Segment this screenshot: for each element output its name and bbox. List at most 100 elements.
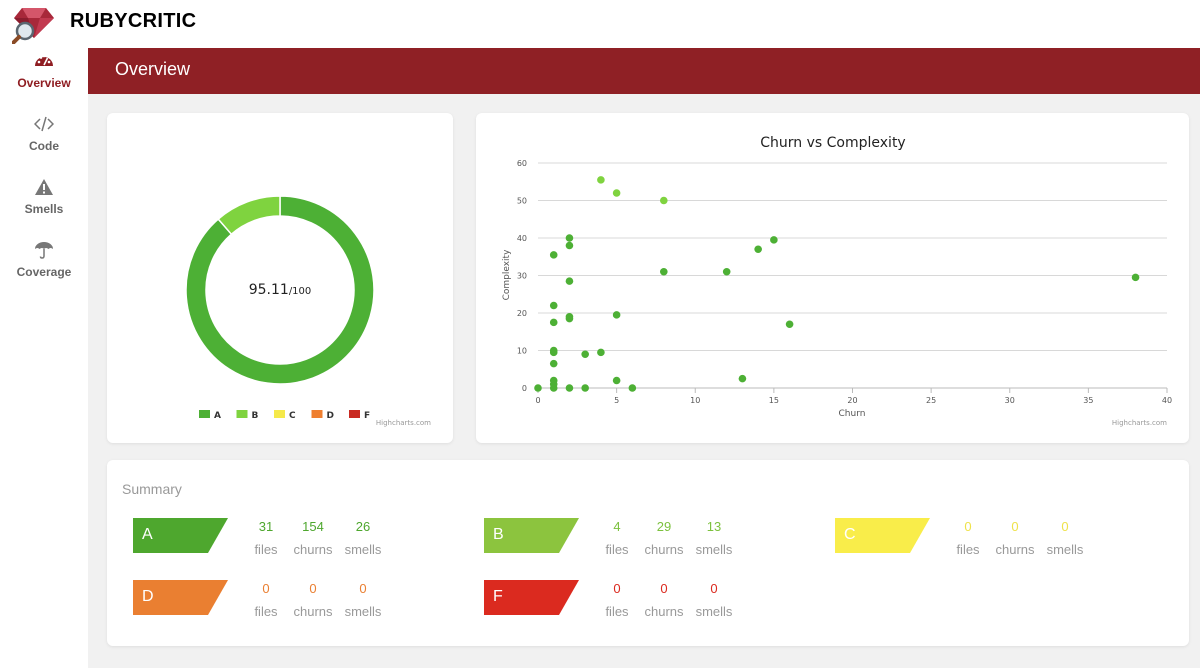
top-bar: RUBYCRITIC [0, 0, 1200, 48]
stat-smells: 0 smells [691, 581, 737, 619]
stat-value: 0 [613, 581, 621, 596]
scatter-point-a[interactable] [597, 348, 605, 357]
x-axis-label: Churn [839, 409, 866, 419]
stat-value: 0 [262, 581, 270, 596]
warning-icon [35, 179, 53, 195]
scatter-point-a[interactable] [754, 245, 762, 254]
grade-tag-c: C [835, 518, 930, 553]
code-icon [34, 116, 54, 132]
x-tick-label: 5 [614, 396, 619, 405]
scatter-point-a[interactable] [549, 359, 558, 368]
scatter-point-b[interactable] [660, 196, 668, 205]
sidebar-item-label: Overview [17, 76, 71, 90]
scatter-point-a[interactable] [722, 267, 731, 276]
scatter-point-a[interactable] [565, 277, 574, 285]
sidebar-item-label: Smells [24, 202, 64, 216]
stat-caption: churns [644, 542, 684, 557]
donut-slice-b[interactable] [217, 195, 281, 236]
scatter-point-a[interactable] [565, 312, 574, 321]
stat-value: 0 [309, 581, 317, 596]
scatter-point-a[interactable] [770, 236, 778, 244]
scatter-point-a[interactable] [660, 267, 668, 276]
grade-tag-a: A [133, 518, 228, 553]
ruby-magnifier-logo-icon[interactable] [12, 4, 56, 44]
legend-item-b[interactable]: B [236, 410, 259, 421]
sidebar: Overview Code Smells Coverage [0, 48, 88, 668]
stat-caption: files [254, 542, 278, 557]
scatter-point-a[interactable] [1131, 273, 1140, 282]
x-tick-label: 25 [926, 396, 936, 405]
x-tick-label: 0 [535, 396, 540, 405]
chart-credit[interactable]: Highcharts.com [376, 419, 431, 427]
stat-caption: files [605, 604, 629, 619]
y-tick-label: 20 [517, 309, 527, 318]
stat-caption: churns [995, 542, 1035, 557]
legend-item-c[interactable]: C [274, 410, 296, 421]
grade-letter: F [493, 588, 503, 605]
dashboard-icon [35, 54, 53, 66]
stat-churns: 154 churns [290, 519, 336, 557]
sidebar-item-code[interactable]: Code [0, 115, 88, 171]
stat-files: 31 files [243, 519, 289, 557]
scatter-point-a[interactable] [549, 251, 558, 259]
chart-credit[interactable]: Highcharts.com [1112, 419, 1167, 427]
grade-tag-shape [484, 518, 579, 553]
svg-text:95.11/100: 95.11/100 [249, 282, 312, 298]
legend-swatch [349, 410, 360, 418]
scatter-point-a[interactable] [581, 350, 589, 359]
x-tick-label: 10 [690, 396, 700, 405]
sidebar-item-overview[interactable]: Overview [0, 52, 88, 108]
legend-item-d[interactable]: D [311, 410, 334, 421]
y-tick-label: 60 [517, 159, 527, 168]
stat-value: 0 [1061, 519, 1069, 534]
stat-smells: 0 smells [340, 581, 386, 619]
legend-item-a[interactable]: A [199, 410, 221, 421]
score-donut-chart: 95.11/100 A B C D F Highcharts.com [185, 195, 431, 427]
stat-caption: files [605, 542, 629, 557]
scatter-point-a[interactable] [549, 346, 558, 355]
scatter-point-a[interactable] [785, 320, 794, 329]
stat-files: 0 files [945, 519, 991, 557]
scatter-point-a[interactable] [534, 384, 542, 392]
y-tick-label: 40 [517, 234, 527, 243]
scatter-point-a[interactable] [565, 241, 574, 250]
scatter-point-a[interactable] [612, 311, 621, 319]
sidebar-item-coverage[interactable]: Coverage [0, 241, 88, 297]
y-tick-label: 0 [522, 384, 527, 393]
sidebar-item-smells[interactable]: Smells [0, 178, 88, 234]
x-tick-label: 15 [769, 396, 779, 405]
summary-title: Summary [122, 481, 182, 497]
page-header: Overview [88, 48, 1200, 94]
legend-label: D [327, 411, 334, 421]
scatter-point-a[interactable] [565, 384, 574, 392]
y-tick-label: 50 [517, 197, 527, 206]
sidebar-item-label: Coverage [16, 265, 72, 279]
stat-value: 0 [359, 581, 367, 596]
score-value: 95.11 [249, 282, 289, 298]
stat-churns: 0 churns [992, 519, 1038, 557]
churn-complexity-chart: Churn vs Complexity 0 10 20 30 40 50 60 0 5 10 15 2… [502, 135, 1172, 427]
stat-churns: 29 churns [641, 519, 687, 557]
stat-files: 0 files [243, 581, 289, 619]
legend-swatch [236, 410, 248, 418]
scatter-point-b[interactable] [597, 176, 605, 184]
scatter-point-a[interactable] [549, 376, 558, 385]
grade-letter: B [493, 526, 504, 543]
stat-value: 154 [302, 519, 324, 534]
scatter-point-a[interactable] [628, 384, 637, 392]
x-tick-label: 30 [1005, 396, 1015, 405]
scatter-point-a[interactable] [565, 234, 574, 242]
y-tick-label: 10 [517, 347, 527, 356]
scatter-point-a[interactable] [549, 301, 558, 310]
stat-value: 13 [706, 519, 722, 534]
donut-slice-a[interactable] [185, 195, 375, 385]
scatter-point-a[interactable] [612, 376, 621, 385]
scatter-point-b[interactable] [612, 189, 621, 197]
grade-tag-shape [133, 518, 228, 553]
scatter-point-a[interactable] [581, 384, 589, 392]
grade-tag-b: B [484, 518, 579, 553]
scatter-point-a[interactable] [549, 318, 558, 327]
scatter-point-a[interactable] [738, 374, 747, 383]
stat-caption: churns [644, 604, 684, 619]
legend-item-f[interactable]: F [349, 410, 370, 421]
